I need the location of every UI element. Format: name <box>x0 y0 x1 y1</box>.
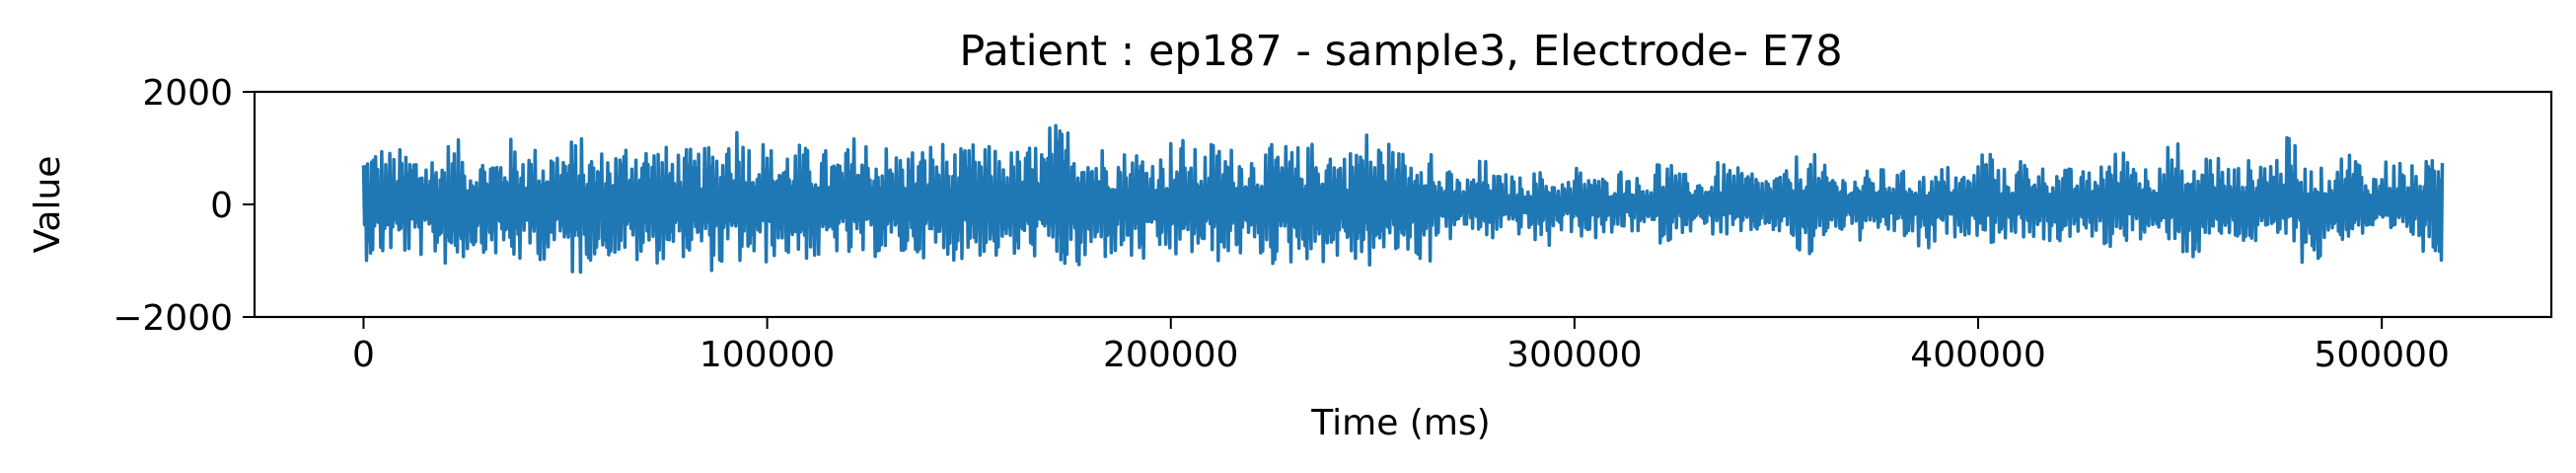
x-tick-label: 0 <box>352 335 375 375</box>
x-tick-label: 500000 <box>2314 335 2449 375</box>
x-axis-label: Time (ms) <box>1310 403 1490 443</box>
y-axis-label: Value <box>28 156 68 254</box>
x-tick-label: 300000 <box>1507 335 1642 375</box>
y-axis: −2000 0 2000 <box>112 73 255 339</box>
series-layer <box>361 123 2445 275</box>
y-tick-label: 2000 <box>142 73 233 114</box>
x-tick-label: 100000 <box>699 335 835 375</box>
chart-title: Patient : ep187 - sample3, Electrode- E7… <box>959 27 1842 76</box>
y-tick-label: 0 <box>210 186 233 226</box>
x-axis: 0 100000 200000 300000 400000 500000 <box>352 317 2450 375</box>
y-tick-label: −2000 <box>112 298 233 339</box>
x-tick-label: 200000 <box>1103 335 1238 375</box>
series-line-0 <box>361 123 2445 275</box>
x-tick-label: 400000 <box>1910 335 2045 375</box>
